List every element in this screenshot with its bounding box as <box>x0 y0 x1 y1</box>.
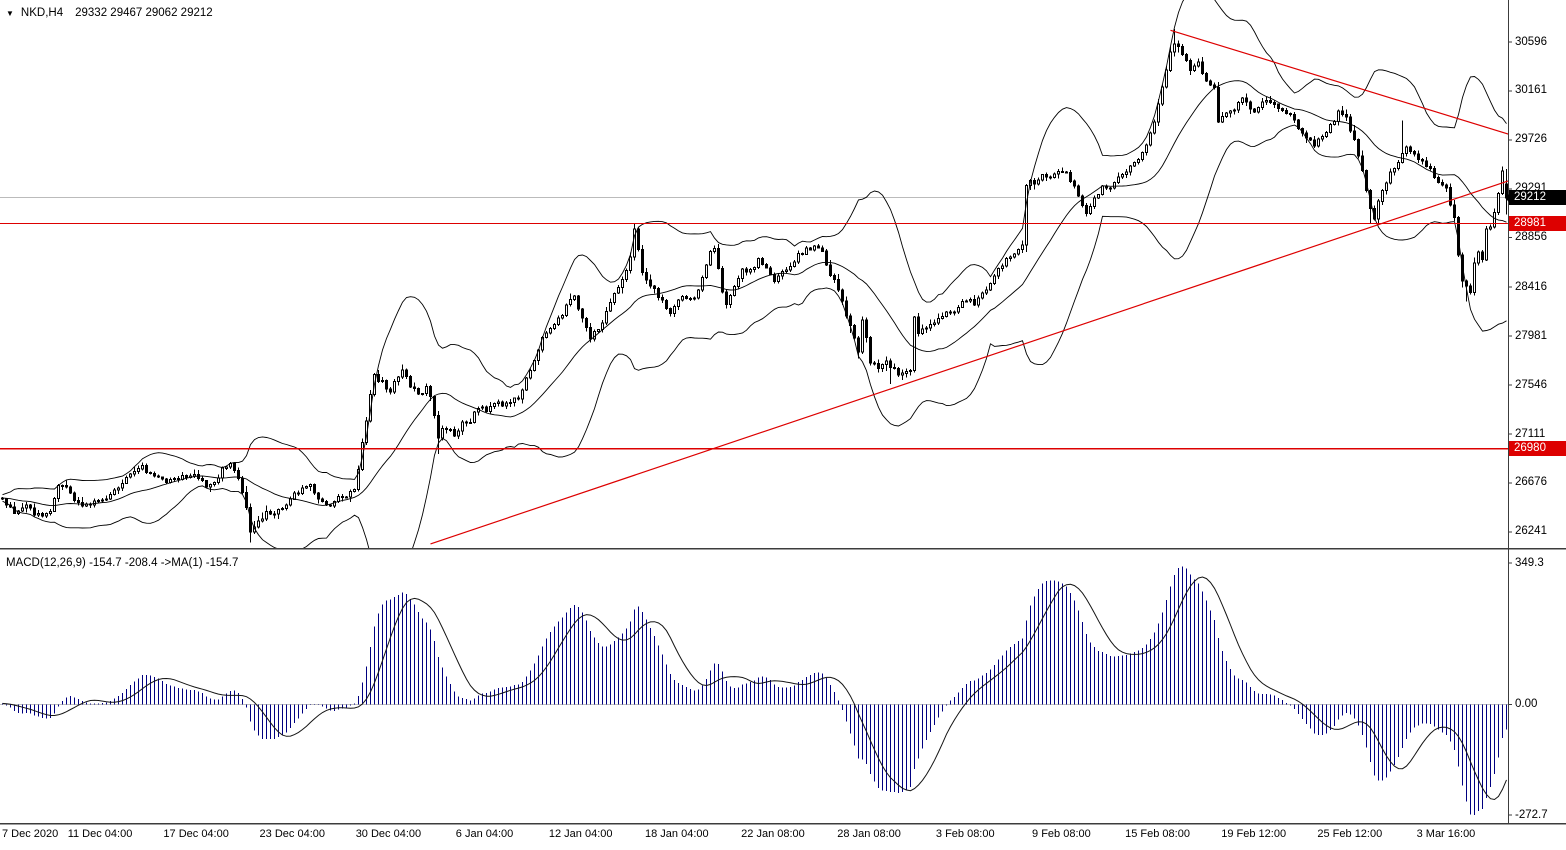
time-axis-label: 19 Feb 12:00 <box>1221 828 1287 840</box>
macd-axis-label: 0.00 <box>1515 698 1538 711</box>
time-axis-label: 22 Jan 08:00 <box>741 828 805 840</box>
time-axis-label: 9 Feb 08:00 <box>1032 828 1091 840</box>
time-axis-label: 23 Dec 04:00 <box>259 828 325 840</box>
price-axis-label: 27546 <box>1515 378 1547 391</box>
price-axis-label: 28856 <box>1515 231 1547 244</box>
price-axis-label: 30161 <box>1515 84 1547 97</box>
ohlc-low: 29062 <box>145 7 178 19</box>
time-axis-label: 25 Feb 12:00 <box>1317 828 1383 840</box>
time-axis-label: 6 Jan 04:00 <box>455 828 514 840</box>
time-axis-label: 30 Dec 04:00 <box>355 828 422 840</box>
ohlc-open: 29332 <box>75 7 108 19</box>
time-axis-label: 18 Jan 04:00 <box>645 828 709 840</box>
time-axis-label: 12 Jan 04:00 <box>548 828 613 840</box>
candles-layer <box>1 29 1508 543</box>
time-axis-label: 17 Dec 04:00 <box>163 828 229 840</box>
macd-axis-label: 349.3 <box>1515 556 1544 569</box>
level-price-marker: 26980 <box>1509 441 1566 457</box>
price-axis-label: 27981 <box>1515 329 1547 342</box>
symbol-dropdown-icon[interactable]: ▼ <box>6 8 14 18</box>
price-axis-label: 29726 <box>1515 133 1547 146</box>
time-axis-label: 3 Feb 08:00 <box>935 828 995 840</box>
main-panel <box>0 0 1508 548</box>
price-axis-label: 26241 <box>1515 525 1547 538</box>
price-axis-label: 27111 <box>1515 427 1546 440</box>
symbol-header: ▼ NKD,H4 29332 29467 29062 29212 <box>6 7 213 19</box>
current-price-marker: 29212 <box>1505 190 1566 206</box>
ohlc-close: 29212 <box>180 7 213 19</box>
ohlc-high: 29467 <box>110 7 143 19</box>
price-axis-label: 26676 <box>1515 476 1547 489</box>
time-axis-label: 11 Dec 04:00 <box>67 828 133 840</box>
macd-panel <box>0 566 1508 815</box>
time-axis-label: 28 Jan 08:00 <box>837 828 901 840</box>
price-axis-label: 30596 <box>1515 35 1547 48</box>
level-price-marker: 28981 <box>1509 216 1566 232</box>
macd-indicator-label: MACD(12,26,9) -154.7 -208.4 ->MA(1) -154… <box>6 557 239 569</box>
symbol-title: NKD,H4 <box>20 7 64 19</box>
price-axis-label: 28416 <box>1515 280 1547 293</box>
macd-axis-label: -272.7 <box>1515 808 1548 821</box>
time-axis-label: 3 Mar 16:00 <box>1416 828 1476 840</box>
macd-histogram <box>1 566 1508 815</box>
time-axis-label: 7 Dec 2020 <box>2 828 59 840</box>
time-axis-label: 15 Feb 08:00 <box>1125 828 1190 840</box>
